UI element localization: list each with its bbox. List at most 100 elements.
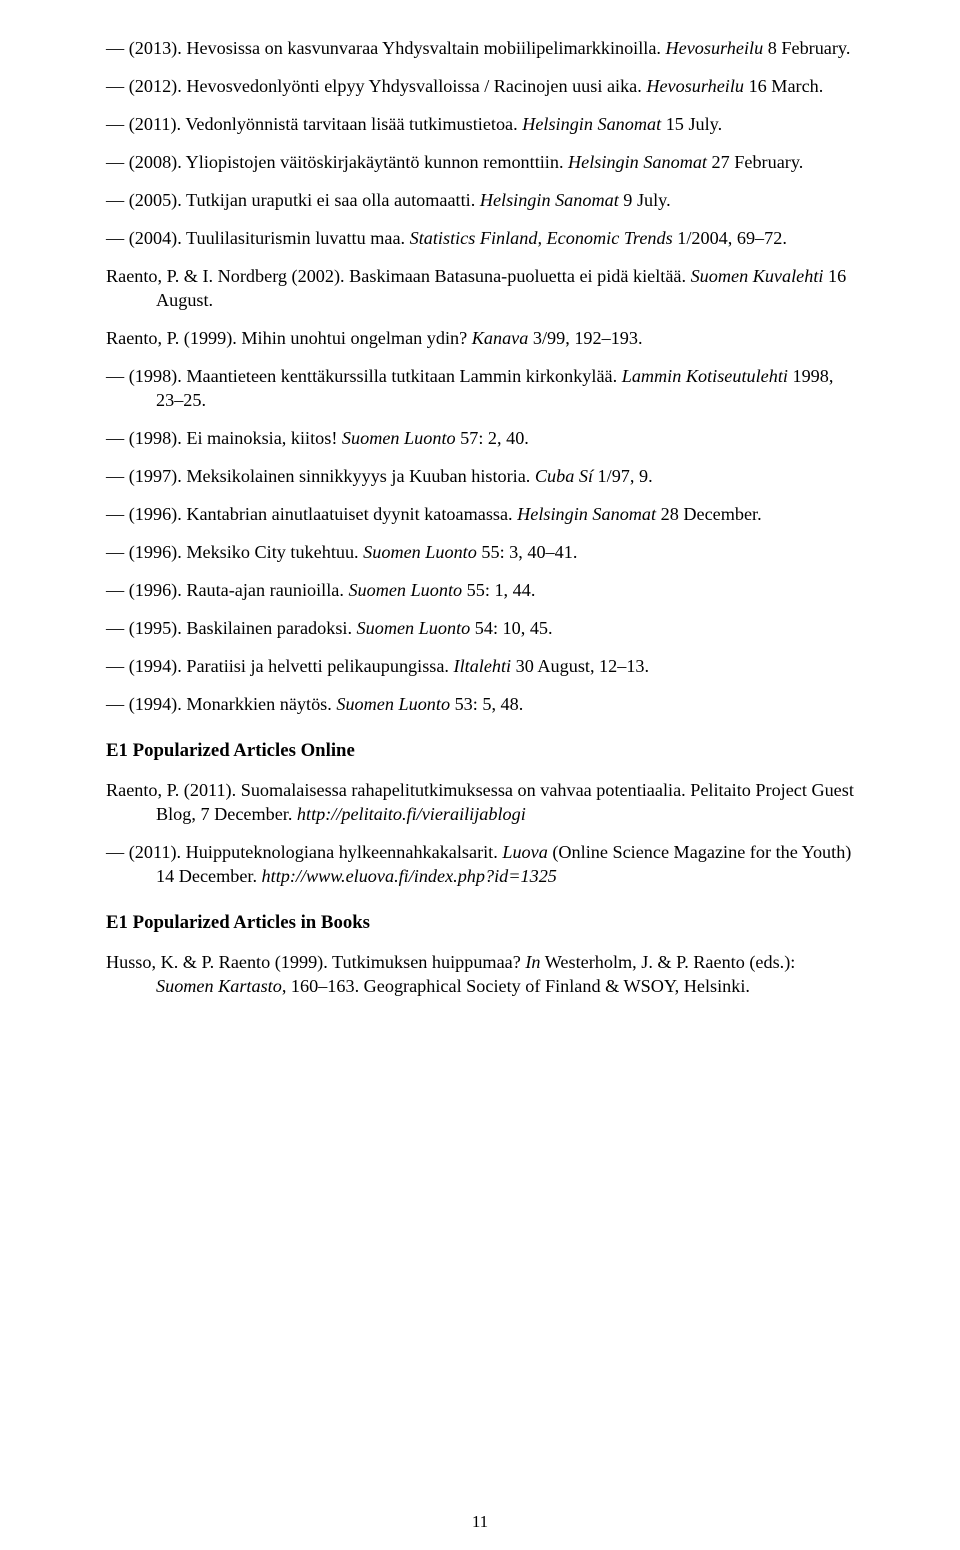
entry-text: — (2011).	[106, 842, 186, 862]
bibliography-entry: Raento, P. (1999). Mihin unohtui ongelma…	[106, 326, 854, 350]
entry-text: — (1994).	[106, 656, 186, 676]
entry-italic-text: Kanava	[472, 328, 529, 348]
entry-text: — (2004).	[106, 228, 186, 248]
entry-italic-text: Hevosurheilu	[646, 76, 744, 96]
bibliography-entry: — (1996). Kantabrian ainutlaatuiset dyyn…	[106, 502, 854, 526]
entry-italic-text: Helsingin Sanomat	[522, 114, 661, 134]
entry-italic-text: Helsingin Sanomat	[517, 504, 656, 524]
entry-italic-text: Statistics Finland, Economic Trends	[410, 228, 673, 248]
entry-text: Raento, P. (1999).	[106, 328, 241, 348]
entry-text: Hevosissa on kasvunvaraa Yhdysvaltain mo…	[186, 38, 665, 58]
entry-text: — (2013).	[106, 38, 186, 58]
entry-text: Raento, P. (2011).	[106, 780, 241, 800]
entry-text: — (2005).	[106, 190, 186, 210]
entry-text: 57: 2, 40.	[456, 428, 529, 448]
entry-text: — (1996).	[106, 504, 186, 524]
entry-text: Westerholm, J. & P. Raento (eds.):	[541, 952, 796, 972]
entry-text: 8 February.	[763, 38, 850, 58]
entry-text: 16 March.	[744, 76, 823, 96]
entry-italic-text: http://pelitaito.fi/vierailijablogi	[297, 804, 526, 824]
entry-text: Vedonlyönnistä tarvitaan lisää tutkimust…	[185, 114, 522, 134]
bibliography-entry: — (2011). Vedonlyönnistä tarvitaan lisää…	[106, 112, 854, 136]
bibliography-entry: — (1994). Paratiisi ja helvetti pelikaup…	[106, 654, 854, 678]
entry-italic-text: Suomen Luonto	[363, 542, 477, 562]
entry-text: — (1998).	[106, 366, 186, 386]
entry-text: Baskimaan Batasuna-puoluetta ei pidä kie…	[349, 266, 690, 286]
entry-text: 15 July.	[661, 114, 722, 134]
bibliography-entry: — (1995). Baskilainen paradoksi. Suomen …	[106, 616, 854, 640]
entry-text: 1/2004, 69–72.	[673, 228, 787, 248]
entry-text: Meksiko City tukehtuu.	[186, 542, 363, 562]
entries-section-c: Husso, K. & P. Raento (1999). Tutkimukse…	[106, 950, 854, 998]
entry-italic-text: Suomen Luonto	[336, 694, 450, 714]
entry-italic-text: Cuba Sí	[535, 466, 593, 486]
heading-online: E1 Popularized Articles Online	[106, 740, 854, 762]
entry-italic-text: Hevosurheilu	[666, 38, 764, 58]
entry-text: Paratiisi ja helvetti pelikaupungissa.	[186, 656, 453, 676]
bibliography-entry: Raento, P. (2011). Suomalaisessa rahapel…	[106, 778, 854, 826]
entry-text: Mihin unohtui ongelman ydin?	[241, 328, 471, 348]
entry-text: Raento, P. & I. Nordberg (2002).	[106, 266, 349, 286]
entry-text: Tutkijan uraputki ei saa olla automaatti…	[186, 190, 480, 210]
entry-italic-text: Suomen Luonto	[348, 580, 462, 600]
entry-text: Yliopistojen väitöskirjakäytäntö kunnon …	[186, 152, 568, 172]
entry-text: — (2008).	[106, 152, 186, 172]
entry-text: 55: 1, 44.	[462, 580, 535, 600]
entry-text: Rauta-ajan raunioilla.	[186, 580, 348, 600]
bibliography-entry: — (1998). Ei mainoksia, kiitos! Suomen L…	[106, 426, 854, 450]
entry-text: 3/99, 192–193.	[528, 328, 642, 348]
entry-text: — (2011).	[106, 114, 185, 134]
bibliography-entry: Raento, P. & I. Nordberg (2002). Baskima…	[106, 264, 854, 312]
bibliography-entry: — (1997). Meksikolainen sinnikkyyys ja K…	[106, 464, 854, 488]
entry-text: 27 February.	[707, 152, 803, 172]
bibliography-entry: — (2008). Yliopistojen väitöskirjakäytän…	[106, 150, 854, 174]
bibliography-entry: — (1998). Maantieteen kenttäkurssilla tu…	[106, 364, 854, 412]
bibliography-entry: Husso, K. & P. Raento (1999). Tutkimukse…	[106, 950, 854, 998]
entry-text: Baskilainen paradoksi.	[186, 618, 356, 638]
entry-text: 54: 10, 45.	[470, 618, 552, 638]
page: — (2013). Hevosissa on kasvunvaraa Yhdys…	[0, 0, 960, 1550]
entry-text: 30 August, 12–13.	[511, 656, 649, 676]
entry-text: — (1997).	[106, 466, 186, 486]
entry-text: Meksikolainen sinnikkyyys ja Kuuban hist…	[186, 466, 535, 486]
entry-italic-text: Suomen Kartasto	[156, 976, 282, 996]
entry-text: Maantieteen kenttäkurssilla tutkitaan La…	[186, 366, 621, 386]
entry-text: — (1995).	[106, 618, 186, 638]
entry-italic-text: http://www.eluova.fi/index.php?id=1325	[262, 866, 557, 886]
entry-text: 55: 3, 40–41.	[477, 542, 578, 562]
entry-italic-text: Suomen Luonto	[357, 618, 471, 638]
bibliography-entry: — (1996). Rauta-ajan raunioilla. Suomen …	[106, 578, 854, 602]
entry-text: 53: 5, 48.	[450, 694, 523, 714]
entry-italic-text: Luova	[502, 842, 547, 862]
entry-text: Monarkkien näytös.	[186, 694, 336, 714]
bibliography-entry: — (2012). Hevosvedonlyönti elpyy Yhdysva…	[106, 74, 854, 98]
entry-italic-text: Suomen Kuvalehti	[691, 266, 824, 286]
entry-text: Tutkimuksen huippumaa?	[332, 952, 525, 972]
entry-text: Kantabrian ainutlaatuiset dyynit katoama…	[186, 504, 517, 524]
entry-italic-text: Iltalehti	[454, 656, 512, 676]
entry-italic-text: Helsingin Sanomat	[480, 190, 619, 210]
entry-italic-text: Helsingin Sanomat	[568, 152, 707, 172]
entry-text: Ei mainoksia, kiitos!	[186, 428, 342, 448]
bibliography-entry: — (1996). Meksiko City tukehtuu. Suomen …	[106, 540, 854, 564]
bibliography-entry: — (2013). Hevosissa on kasvunvaraa Yhdys…	[106, 36, 854, 60]
entry-italic-text: In	[525, 952, 540, 972]
entry-text: 1/97, 9.	[593, 466, 653, 486]
entry-text: 9 July.	[619, 190, 671, 210]
bibliography-entry: — (2005). Tutkijan uraputki ei saa olla …	[106, 188, 854, 212]
entry-text: Husso, K. & P. Raento (1999).	[106, 952, 332, 972]
bibliography-entry: — (2004). Tuulilasiturismin luvattu maa.…	[106, 226, 854, 250]
heading-books: E1 Popularized Articles in Books	[106, 912, 854, 934]
entry-text: 28 December.	[656, 504, 762, 524]
entry-text: , 160–163. Geographical Society of Finla…	[282, 976, 750, 996]
entry-text: — (1994).	[106, 694, 186, 714]
entry-text: — (1996).	[106, 542, 186, 562]
page-number: 11	[0, 1512, 960, 1532]
entry-italic-text: Suomen Luonto	[342, 428, 456, 448]
bibliography-entry: — (2011). Huipputeknologiana hylkeennahk…	[106, 840, 854, 888]
entry-text: Huipputeknologiana hylkeennahkakalsarit.	[186, 842, 503, 862]
entries-section-a: — (2013). Hevosissa on kasvunvaraa Yhdys…	[106, 36, 854, 716]
bibliography-entry: — (1994). Monarkkien näytös. Suomen Luon…	[106, 692, 854, 716]
entry-italic-text: Lammin Kotiseutulehti	[622, 366, 788, 386]
entry-text: — (1998).	[106, 428, 186, 448]
